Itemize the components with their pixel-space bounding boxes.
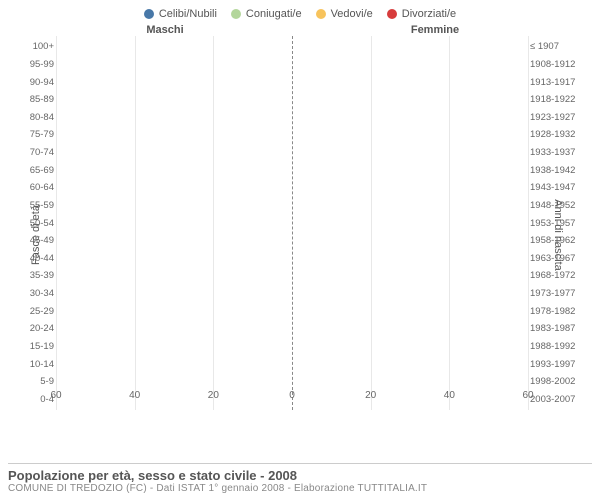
grid-line [528,36,529,410]
age-label: 40-44 [18,250,54,268]
birth-label: 1943-1947 [530,179,582,197]
gender-headers: Maschi Femmine [0,24,600,36]
birth-label: 1908-1912 [530,56,582,74]
birth-label: 1988-1992 [530,338,582,356]
birth-label: 1933-1937 [530,144,582,162]
age-label: 30-34 [18,285,54,303]
legend-label: Divorziati/e [402,8,456,20]
x-tick: 20 [208,390,219,401]
pyramid-chart: Fasce di età Anni di nascita 100+95-9990… [8,36,592,434]
birth-label: 1923-1927 [530,109,582,127]
age-label: 90-94 [18,73,54,91]
age-label: 85-89 [18,91,54,109]
chart-subtitle: COMUNE DI TREDOZIO (FC) - Dati ISTAT 1° … [8,483,592,494]
female-header: Femmine [300,24,600,36]
age-label: 100+ [18,38,54,56]
birth-label: 1913-1917 [530,73,582,91]
legend-item-single: Celibi/Nubili [144,8,217,20]
birth-label: 1973-1977 [530,285,582,303]
male-header: Maschi [0,24,300,36]
age-label: 0-4 [18,391,54,409]
age-label: 60-64 [18,179,54,197]
x-tick: 0 [289,390,295,401]
birth-label: 1938-1942 [530,161,582,179]
x-tick: 20 [365,390,376,401]
legend-item-divorced: Divorziati/e [387,8,456,20]
x-tick: 40 [444,390,455,401]
chart-footer: Popolazione per età, sesso e stato civil… [8,463,592,494]
age-label: 25-29 [18,302,54,320]
birth-label: 1978-1982 [530,302,582,320]
legend-label: Vedovi/e [331,8,373,20]
age-label: 65-69 [18,161,54,179]
legend-swatch [316,9,326,19]
birth-label: 1958-1962 [530,232,582,250]
legend-swatch [231,9,241,19]
age-label: 55-59 [18,197,54,215]
x-tick: 40 [129,390,140,401]
birth-label: 1928-1932 [530,126,582,144]
age-labels: 100+95-9990-9485-8980-8475-7970-7465-696… [18,38,54,408]
age-label: 20-24 [18,320,54,338]
legend-item-married: Coniugati/e [231,8,302,20]
x-tick: 60 [522,390,533,401]
age-label: 50-54 [18,214,54,232]
birth-label: 1953-1957 [530,214,582,232]
x-tick: 60 [50,390,61,401]
age-label: 95-99 [18,56,54,74]
legend-swatch [387,9,397,19]
legend: Celibi/Nubili Coniugati/e Vedovi/e Divor… [0,0,600,24]
age-label: 75-79 [18,126,54,144]
age-label: 15-19 [18,338,54,356]
age-label: 45-49 [18,232,54,250]
legend-swatch [144,9,154,19]
birth-label: 1993-1997 [530,355,582,373]
chart-title: Popolazione per età, sesso e stato civil… [8,468,592,483]
birth-label: 1948-1952 [530,197,582,215]
birth-label: 2003-2007 [530,391,582,409]
plot-area: 6040200204060 [56,36,528,410]
legend-label: Celibi/Nubili [159,8,217,20]
birth-label: 1968-1972 [530,267,582,285]
age-label: 70-74 [18,144,54,162]
birth-label: 1983-1987 [530,320,582,338]
birth-labels: ≤ 19071908-19121913-19171918-19221923-19… [530,38,582,408]
birth-label: 1998-2002 [530,373,582,391]
x-axis: 6040200204060 [56,388,528,410]
age-label: 5-9 [18,373,54,391]
birth-label: 1918-1922 [530,91,582,109]
legend-label: Coniugati/e [246,8,302,20]
age-label: 80-84 [18,109,54,127]
legend-item-widowed: Vedovi/e [316,8,373,20]
birth-label: ≤ 1907 [530,38,582,56]
birth-label: 1963-1967 [530,250,582,268]
center-line [292,36,293,410]
age-label: 10-14 [18,355,54,373]
age-label: 35-39 [18,267,54,285]
